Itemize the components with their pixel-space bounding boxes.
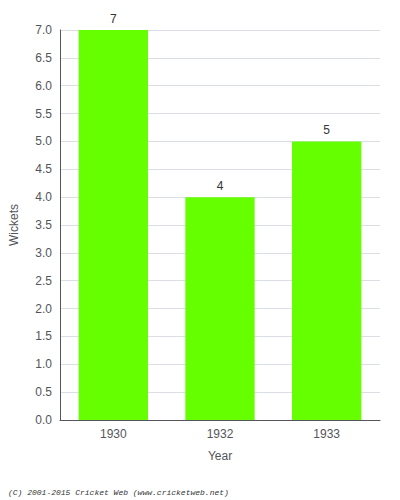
svg-text:2.5: 2.5 (35, 274, 52, 288)
svg-text:7.0: 7.0 (35, 23, 52, 37)
svg-text:3.0: 3.0 (35, 246, 52, 260)
svg-text:4.5: 4.5 (35, 162, 52, 176)
svg-text:5.0: 5.0 (35, 134, 52, 148)
svg-text:1932: 1932 (207, 427, 234, 441)
svg-text:Year: Year (208, 449, 232, 463)
svg-text:1930: 1930 (100, 427, 127, 441)
svg-text:(C) 2001-2015 Cricket Web (www: (C) 2001-2015 Cricket Web (www.cricketwe… (8, 488, 229, 497)
svg-text:2.0: 2.0 (35, 302, 52, 316)
svg-text:0.0: 0.0 (35, 413, 52, 427)
svg-text:6.0: 6.0 (35, 79, 52, 93)
svg-text:Wickets: Wickets (7, 204, 21, 246)
svg-text:4.0: 4.0 (35, 190, 52, 204)
svg-text:6.5: 6.5 (35, 51, 52, 65)
svg-text:0.5: 0.5 (35, 385, 52, 399)
svg-text:1.0: 1.0 (35, 357, 52, 371)
svg-text:5.5: 5.5 (35, 107, 52, 121)
svg-text:7: 7 (110, 12, 117, 26)
svg-text:3.5: 3.5 (35, 218, 52, 232)
svg-text:1933: 1933 (313, 427, 340, 441)
svg-text:4: 4 (217, 179, 224, 193)
svg-text:5: 5 (323, 123, 330, 137)
svg-text:1.5: 1.5 (35, 329, 52, 343)
